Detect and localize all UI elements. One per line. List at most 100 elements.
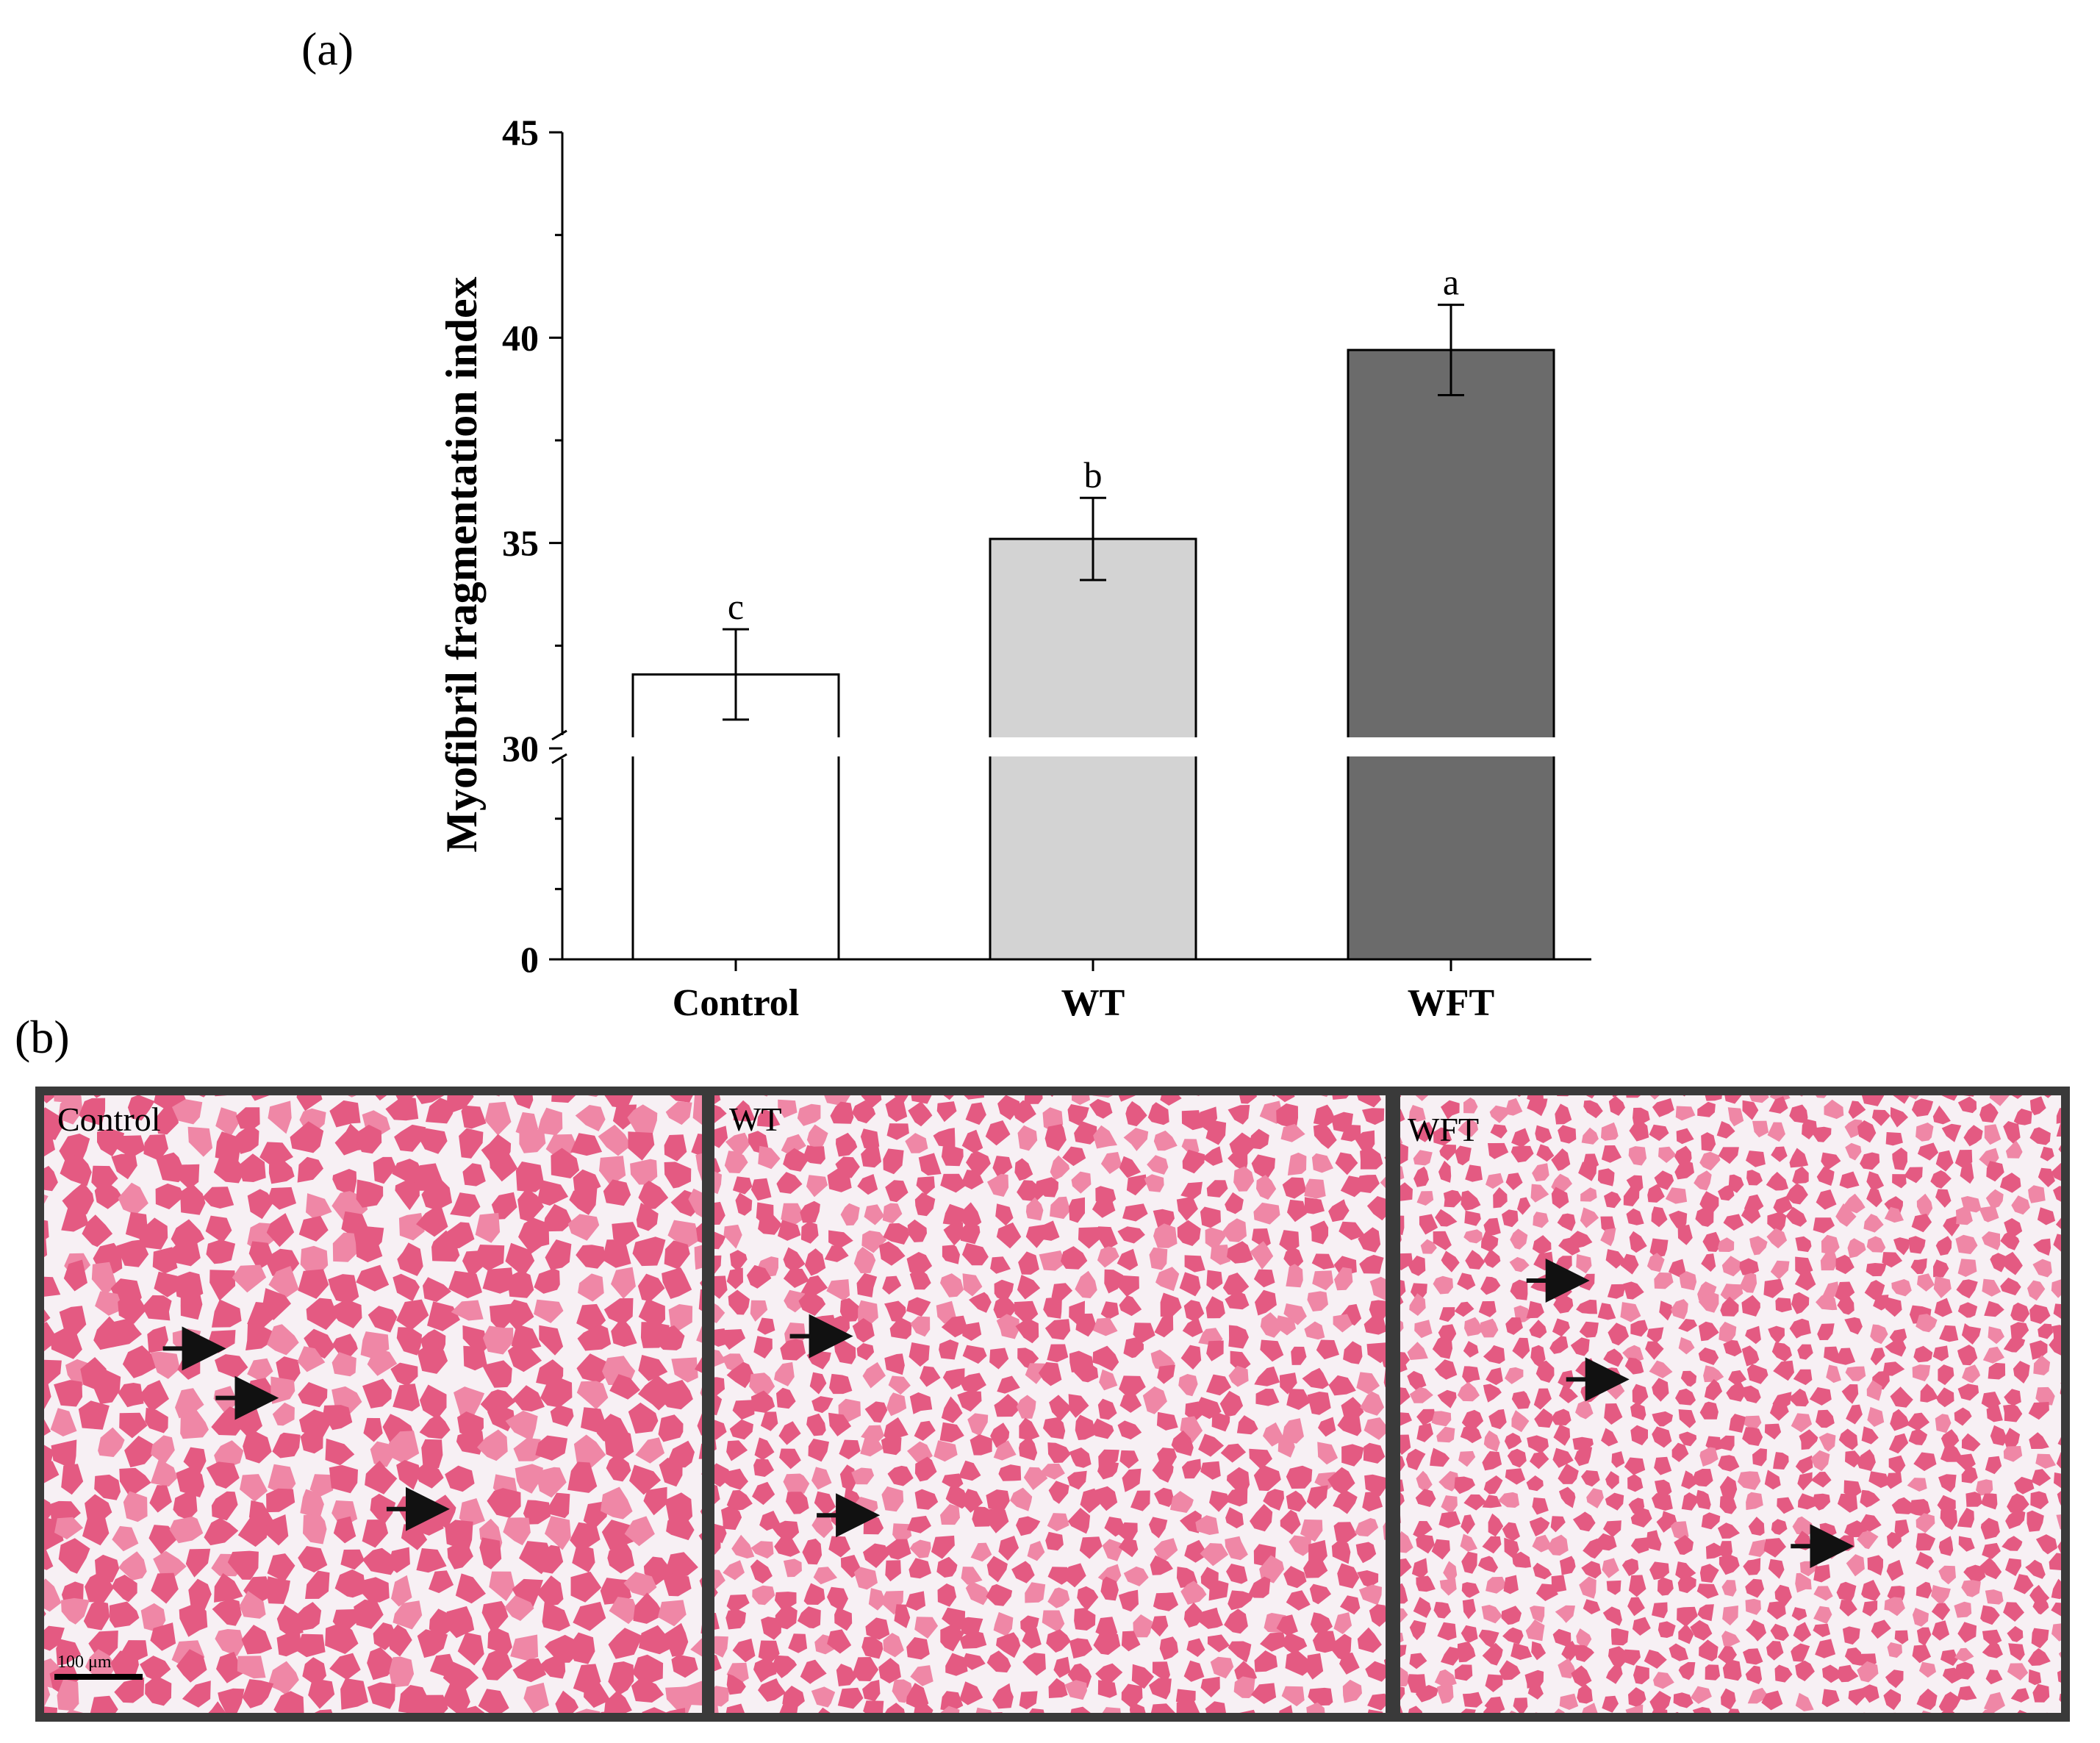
muscle-fiber <box>1820 1250 1838 1271</box>
muscle-fiber <box>2008 1643 2025 1661</box>
muscle-fiber <box>1251 1154 1275 1180</box>
muscle-fiber <box>477 1429 508 1461</box>
muscle-fiber <box>1400 1632 1404 1643</box>
muscle-fiber <box>939 1422 964 1443</box>
muscle-fiber <box>998 1536 1019 1561</box>
muscle-fiber <box>1873 1295 1889 1311</box>
muscle-fiber <box>1206 1180 1228 1198</box>
muscle-fiber <box>940 1173 967 1193</box>
muscle-fiber <box>1169 1047 1193 1070</box>
muscle-fiber <box>1413 1166 1429 1187</box>
bar-break-gap <box>1345 737 1557 756</box>
muscle-fiber <box>213 1151 246 1184</box>
muscle-fiber <box>1866 1189 1882 1208</box>
muscle-fiber <box>1532 1497 1549 1515</box>
muscle-fiber <box>664 1162 692 1189</box>
muscle-fiber <box>868 1588 886 1611</box>
muscle-fiber <box>1917 1142 1939 1161</box>
muscle-fiber <box>1745 1665 1763 1684</box>
muscle-fiber <box>578 1273 604 1302</box>
muscle-fiber <box>268 1100 292 1134</box>
muscle-fiber <box>1632 1617 1651 1636</box>
muscle-fiber <box>1366 1342 1386 1364</box>
muscle-fiber <box>1956 1279 1978 1299</box>
muscle-fiber <box>598 1124 631 1156</box>
muscle-fiber <box>1183 1300 1205 1323</box>
muscle-fiber <box>421 1439 443 1469</box>
muscle-fiber <box>885 1180 909 1203</box>
muscle-fiber <box>1857 1120 1877 1143</box>
muscle-fiber <box>1982 1709 1995 1713</box>
muscle-fiber <box>1153 1130 1178 1151</box>
muscle-fiber <box>1126 1174 1147 1196</box>
muscle-fiber <box>1100 1731 1121 1743</box>
muscle-fiber <box>664 1240 690 1270</box>
muscle-fiber <box>1699 1447 1719 1467</box>
muscle-fiber <box>575 1708 601 1713</box>
muscle-fiber <box>1208 1581 1229 1601</box>
muscle-fiber <box>1630 1057 1650 1073</box>
muscle-fiber <box>1369 1276 1386 1300</box>
muscle-fiber <box>1250 1241 1274 1270</box>
muscle-fiber <box>1181 1459 1201 1479</box>
muscle-fiber <box>686 1681 702 1706</box>
muscle-fiber <box>1719 1494 1737 1514</box>
muscle-fiber <box>732 1176 753 1195</box>
muscle-fiber <box>1771 1146 1788 1162</box>
muscle-fiber <box>187 1126 213 1157</box>
muscle-fiber <box>882 1275 902 1295</box>
muscle-fiber <box>1628 1146 1647 1166</box>
muscle-fiber <box>180 1291 203 1320</box>
muscle-fiber <box>1837 1493 1858 1513</box>
muscle-fiber <box>1978 1062 1998 1082</box>
muscle-fiber <box>1400 1166 1405 1180</box>
muscle-fiber <box>240 1722 268 1743</box>
muscle-fiber <box>415 1095 445 1104</box>
muscle-fiber <box>1260 1339 1284 1362</box>
muscle-fiber <box>1486 1173 1504 1189</box>
muscle-fiber <box>1179 1272 1201 1297</box>
muscle-fiber <box>1602 1558 1619 1578</box>
muscle-fiber <box>1741 1207 1761 1224</box>
muscle-fiber <box>1092 1198 1116 1218</box>
muscle-fiber <box>140 1603 166 1633</box>
muscle-fiber <box>905 1133 928 1153</box>
muscle-fiber <box>1677 1572 1696 1594</box>
muscle-fiber <box>1455 1664 1473 1681</box>
muscle-fiber <box>1369 1604 1386 1627</box>
muscle-fiber <box>1415 1122 1435 1142</box>
muscle-fiber <box>724 1150 748 1173</box>
muscle-fiber <box>1420 1239 1437 1254</box>
muscle-fiber <box>1309 1583 1331 1605</box>
muscle-fiber <box>1982 1629 2002 1646</box>
muscle-fiber <box>387 1624 412 1657</box>
muscle-fiber <box>1553 1424 1571 1446</box>
muscle-fiber <box>356 1264 390 1292</box>
muscle-fiber <box>1551 1187 1569 1209</box>
muscle-fiber <box>962 1322 982 1341</box>
muscle-fiber <box>1982 1278 2002 1297</box>
muscle-fiber <box>1465 1164 1483 1182</box>
muscle-fiber <box>695 1223 702 1243</box>
muscle-fiber <box>1511 1128 1530 1148</box>
muscle-fiber <box>44 1459 60 1483</box>
muscle-fiber <box>1464 1210 1481 1226</box>
muscle-fiber <box>442 1683 470 1713</box>
muscle-fiber <box>1645 1341 1664 1360</box>
muscle-fiber <box>1906 1412 1930 1431</box>
muscle-fiber <box>306 1298 338 1331</box>
muscle-fiber <box>1155 1267 1180 1292</box>
muscle-fiber <box>800 1200 820 1223</box>
muscle-fiber <box>79 1098 106 1126</box>
muscle-fiber <box>628 1131 655 1161</box>
muscle-fiber <box>1795 1660 1815 1681</box>
muscle-fiber <box>714 1303 725 1323</box>
muscle-fiber <box>714 1570 725 1591</box>
muscle-fiber <box>396 1460 421 1490</box>
muscle-fiber <box>2033 1355 2051 1375</box>
muscle-fiber <box>1739 1273 1757 1293</box>
muscle-fiber <box>1719 1435 1735 1451</box>
muscle-fiber <box>358 1577 390 1603</box>
muscle-fiber <box>1400 1143 1408 1164</box>
muscle-fiber <box>1603 1520 1621 1538</box>
